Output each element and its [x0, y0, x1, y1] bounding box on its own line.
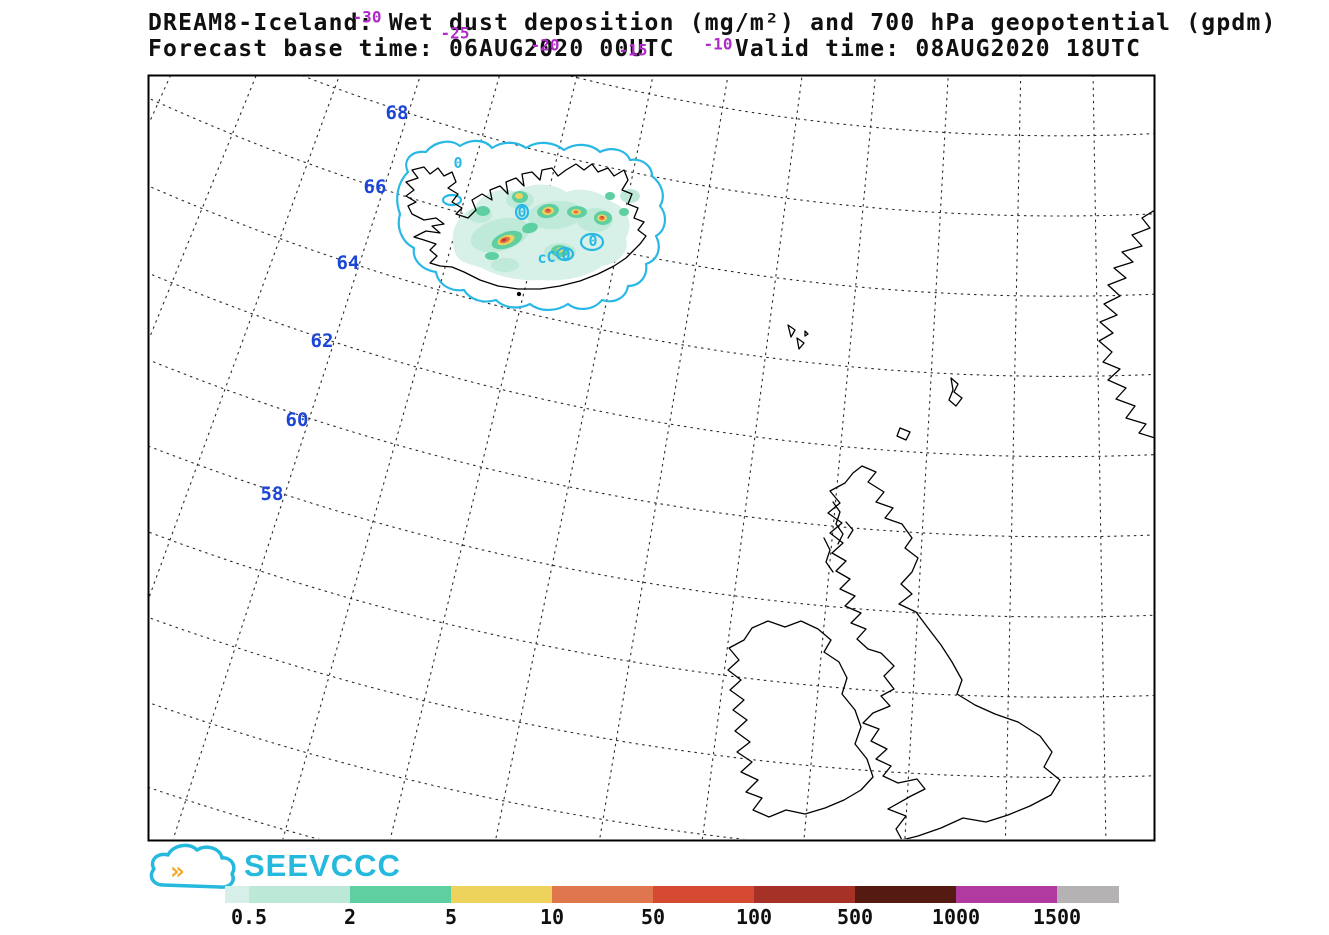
colorbar-segment: [855, 886, 956, 903]
chart-title: DREAM8-Iceland: Wet dust deposition (mg/…: [148, 10, 1277, 36]
dust-patch: [573, 210, 579, 214]
dust-deposition-field: [452, 184, 640, 281]
colorbar-tick-label: 5: [444, 905, 458, 929]
dust-patch: [546, 208, 550, 212]
dust-contour-ring: [441, 193, 463, 207]
dust-patch: [620, 189, 640, 203]
chart-subtitle: Forecast base time: 06AUG2020 00UTC Vali…: [148, 36, 1142, 62]
ireland-coastline: [727, 620, 874, 818]
dust-contour: [396, 139, 666, 312]
graticule-line: [149, 359, 1154, 538]
orkney-islands: [896, 427, 911, 441]
hebrides-islands: [823, 501, 854, 573]
logo-arrows-icon: »: [170, 857, 184, 885]
colorbar-segment: [956, 886, 1057, 903]
graticule-line: [149, 76, 171, 125]
colorbar-segment: [1057, 886, 1119, 903]
graticule-line: [149, 97, 1154, 297]
seevccc-logo: » SEEVCCC: [146, 840, 401, 892]
colorbar-tick-label: 2: [343, 905, 357, 929]
cloud-logo-icon: »: [149, 843, 236, 889]
graticule-line: [301, 76, 1154, 217]
dust-patch: [619, 208, 629, 216]
graticule-line: [149, 185, 1154, 377]
faroe-islands: [787, 324, 809, 350]
colorbar-legend: 0.5 2 5 10 50 100 500 1000 1500: [225, 886, 1125, 929]
graticule-line: [904, 76, 949, 839]
colorbar-segment: [350, 886, 451, 903]
graticule-line: [149, 76, 257, 341]
colorbar-tick-label: 10: [539, 905, 565, 929]
dust-patch: [605, 192, 615, 200]
dust-patch: [502, 239, 506, 241]
colorbar-bar: [225, 886, 1125, 903]
vestmannaeyjar-island: [516, 291, 522, 297]
dust-contour-outline: [396, 139, 666, 312]
dust-patch: [485, 252, 499, 260]
colorbar-tick-label: 50: [640, 905, 666, 929]
dust-patch: [476, 206, 490, 216]
dust-patch: [600, 215, 604, 219]
coastlines: [405, 163, 1154, 839]
colorbar-tick-label: 100: [735, 905, 773, 929]
graticule-line: [599, 76, 729, 839]
graticule-line: [192, 0, 1236, 56]
graticule-line: [701, 76, 803, 839]
chart-title-block: DREAM8-Iceland: Wet dust deposition (mg/…: [148, 10, 1277, 62]
colorbar-segment: [225, 886, 249, 903]
colorbar-segment: [249, 886, 350, 903]
dust-patch: [515, 193, 523, 199]
iceland-coastline: [405, 163, 647, 290]
dust-contour-ring: [579, 232, 605, 252]
colorbar-tick-label: 1000: [931, 905, 981, 929]
seevccc-logo-text: SEEVCCC: [244, 848, 401, 883]
great-britain-coastline: [827, 465, 1061, 839]
colorbar-segment: [754, 886, 855, 903]
colorbar-tick-label: 0.5: [230, 905, 268, 929]
colorbar-tick-label: 1500: [1032, 905, 1082, 929]
dust-contour-ring: [514, 203, 530, 221]
graticule-line: [1163, 33, 1220, 935]
dust-patch: [522, 222, 538, 234]
shetland-islands: [948, 377, 963, 407]
graticule-line: [149, 445, 1154, 618]
graticule-line: [172, 76, 421, 839]
colorbar-segment: [653, 886, 754, 903]
graticule-line: [282, 76, 500, 839]
graticule-line: [495, 76, 654, 839]
dust-patch: [491, 258, 519, 272]
graticule-line: [1004, 76, 1022, 839]
graticule-line: [1234, 28, 1329, 935]
graticule-line: [149, 531, 1154, 698]
graticule-line: [149, 76, 340, 600]
graticule-line: [803, 76, 876, 839]
graticule-line: [0, 0, 201, 787]
map-frame: [147, 74, 1156, 842]
graticule-line: [568, 76, 1154, 137]
graticule-line: [149, 617, 1154, 778]
graticule-line: [149, 702, 746, 839]
norway-coastline: [1098, 209, 1154, 439]
colorbar-segment: [552, 886, 653, 903]
graticule-line: [1092, 76, 1107, 839]
colorbar-segment: [451, 886, 552, 903]
dust-contour-ring: [555, 246, 575, 262]
colorbar-tick-label: 500: [836, 905, 874, 929]
graticule-line: [149, 272, 1154, 458]
